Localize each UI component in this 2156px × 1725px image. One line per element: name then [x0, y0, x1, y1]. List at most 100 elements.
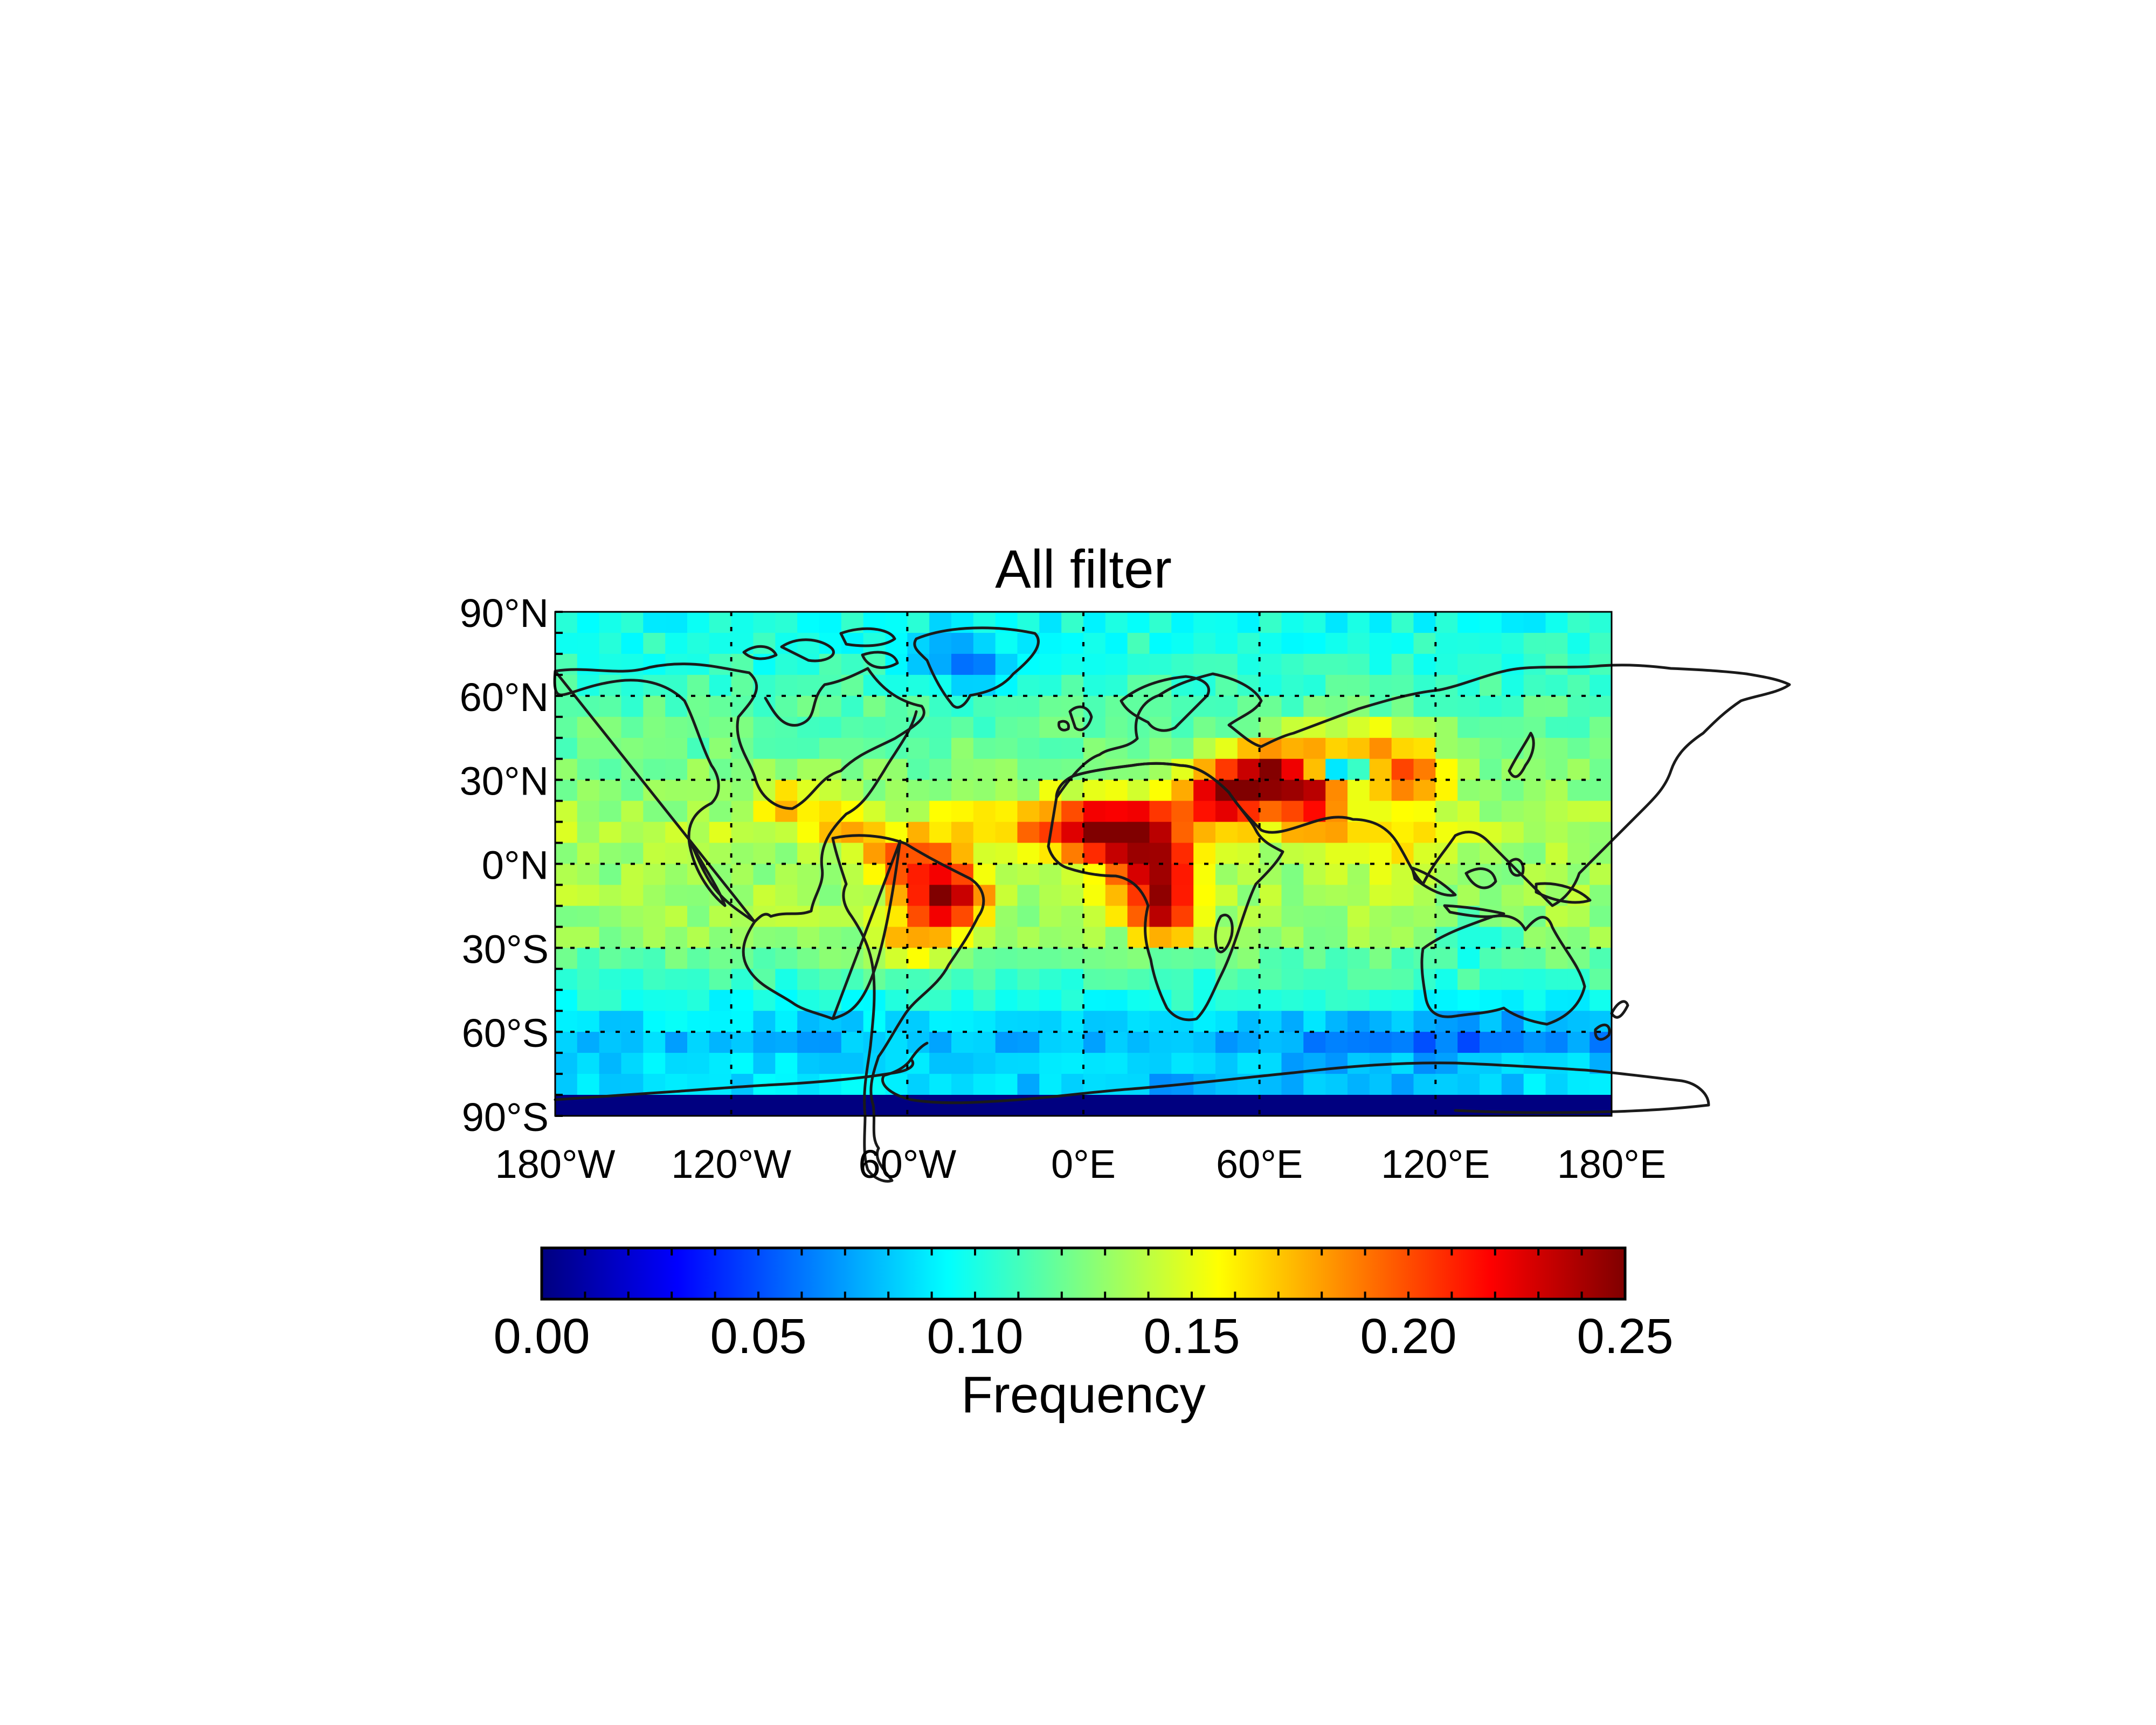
heatmap-cell	[1017, 969, 1040, 991]
heatmap-cell	[731, 822, 754, 844]
heatmap-cell	[1281, 948, 1304, 970]
heatmap-cell	[1369, 779, 1392, 802]
heatmap-cell	[665, 716, 688, 739]
heatmap-cell	[775, 612, 798, 633]
heatmap-cell	[687, 948, 710, 970]
heatmap-cell	[621, 906, 644, 928]
heatmap-cell	[841, 779, 864, 802]
heatmap-cell	[1413, 758, 1436, 781]
heatmap-cell	[907, 822, 930, 844]
heatmap-cell	[687, 927, 710, 949]
heatmap-cell	[709, 737, 732, 760]
heatmap-cell	[1193, 969, 1216, 991]
heatmap-cell	[643, 885, 666, 907]
heatmap-cell	[885, 948, 908, 970]
heatmap-cell	[1413, 801, 1436, 823]
heatmap-cell	[995, 927, 1018, 949]
heatmap-cell	[1435, 779, 1458, 802]
heatmap-cell	[1215, 653, 1238, 675]
heatmap-cell	[995, 737, 1018, 760]
heatmap-cell	[1391, 612, 1414, 633]
heatmap-cell	[1127, 1053, 1150, 1074]
heatmap-cell	[1391, 885, 1414, 907]
heatmap-cell	[1303, 1074, 1326, 1095]
heatmap-cell	[1501, 612, 1524, 633]
heatmap-cell	[1281, 653, 1304, 675]
heatmap-cell	[929, 801, 952, 823]
heatmap-cell	[1083, 990, 1106, 1012]
heatmap-cell	[1480, 779, 1502, 802]
heatmap-cell	[1171, 927, 1194, 949]
heatmap-cell	[1215, 758, 1238, 781]
heatmap-cell	[1590, 779, 1612, 802]
heatmap-cell	[1017, 1032, 1040, 1053]
heatmap-cell	[731, 1095, 754, 1116]
heatmap-cell	[599, 633, 622, 654]
heatmap-cell	[973, 1095, 996, 1116]
heatmap-cell	[1017, 906, 1040, 928]
heatmap-cell	[1215, 1011, 1238, 1032]
y-tick-label: 90°S	[462, 1095, 549, 1140]
heatmap-cell	[1501, 948, 1524, 970]
heatmap-cell	[1523, 1053, 1546, 1074]
heatmap-cell	[709, 1011, 732, 1032]
heatmap-cell	[1567, 927, 1590, 949]
heatmap-cell	[907, 927, 930, 949]
heatmap-cell	[1149, 737, 1172, 760]
heatmap-cell	[1413, 843, 1436, 865]
heatmap-cell	[621, 969, 644, 991]
heatmap-cell	[1545, 1053, 1568, 1074]
heatmap-cell	[973, 906, 996, 928]
heatmap-cell	[775, 653, 798, 675]
heatmap-cell	[1171, 633, 1194, 654]
heatmap-cell	[1171, 1053, 1194, 1074]
heatmap-cell	[841, 843, 864, 865]
heatmap-cell	[1017, 1011, 1040, 1032]
heatmap-cell	[1369, 633, 1392, 654]
heatmap-cell	[1457, 990, 1480, 1012]
heatmap-cell	[995, 779, 1018, 802]
heatmap-cell	[1325, 674, 1348, 696]
heatmap-cell	[951, 633, 974, 654]
heatmap-cell	[555, 948, 578, 970]
heatmap-cell	[1149, 758, 1172, 781]
heatmap-cell	[1105, 990, 1128, 1012]
heatmap-cell	[1303, 843, 1326, 865]
heatmap-cell	[1083, 1032, 1106, 1053]
heatmap-cell	[1105, 612, 1128, 633]
heatmap-cell	[1457, 758, 1480, 781]
heatmap-cell	[1413, 1074, 1436, 1095]
heatmap-cell	[1039, 1032, 1062, 1053]
heatmap-cell	[841, 1095, 864, 1116]
heatmap-cell	[1259, 1032, 1282, 1053]
heatmap-cell	[1237, 927, 1260, 949]
heatmap-cell	[1127, 969, 1150, 991]
heatmap-cell	[1391, 674, 1414, 696]
heatmap-cell	[1303, 612, 1326, 633]
heatmap-cell	[1567, 695, 1590, 717]
heatmap-cell	[819, 1074, 842, 1095]
heatmap-cell	[1171, 758, 1194, 781]
heatmap-cell	[1193, 1032, 1216, 1053]
heatmap-cell	[1413, 906, 1436, 928]
heatmap-cell	[907, 885, 930, 907]
heatmap-cell	[1237, 990, 1260, 1012]
heatmap-cell	[1083, 969, 1106, 991]
heatmap-cell	[621, 737, 644, 760]
heatmap-cell	[643, 822, 666, 844]
heatmap-cell	[709, 695, 732, 717]
heatmap-cell	[1039, 612, 1062, 633]
heatmap-cell	[885, 695, 908, 717]
heatmap-cell	[1303, 990, 1326, 1012]
heatmap-cell	[599, 1032, 622, 1053]
heatmap-cell	[731, 1011, 754, 1032]
heatmap-cell	[687, 633, 710, 654]
heatmap-cell	[577, 653, 600, 675]
heatmap-cell	[1457, 969, 1480, 991]
heatmap-cell	[819, 737, 842, 760]
heatmap-cell	[841, 1053, 864, 1074]
heatmap-cell	[1325, 864, 1348, 886]
heatmap-cell	[951, 906, 974, 928]
heatmap-cell	[951, 674, 974, 696]
heatmap-cell	[1083, 1095, 1106, 1116]
